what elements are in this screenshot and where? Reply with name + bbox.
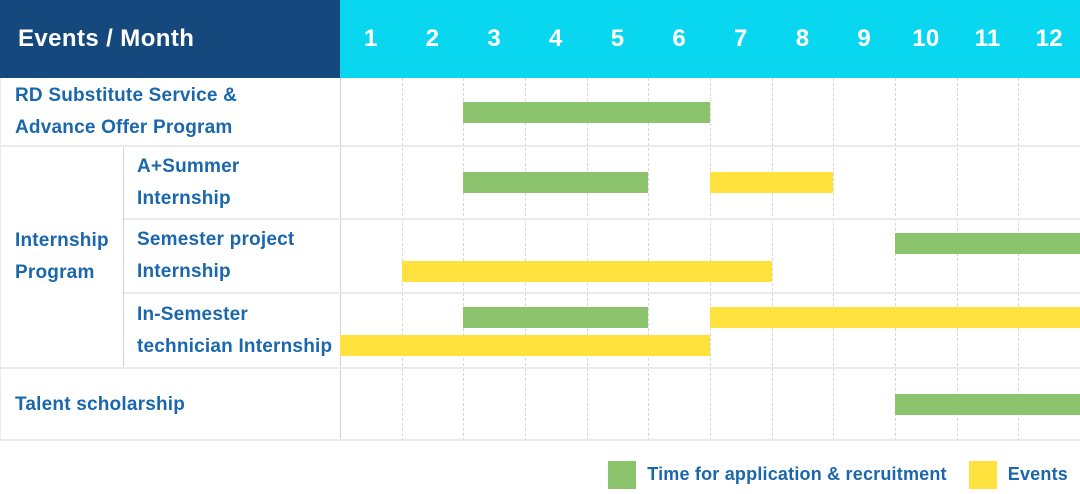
label-chart-divider <box>340 78 341 441</box>
month-label-12: 12 <box>1035 25 1063 52</box>
table-header-events-month: Events / Month <box>0 0 340 78</box>
legend: Time for application & recruitment Events <box>0 455 1068 494</box>
month-gridline-5 <box>648 78 650 441</box>
month-gridline-7 <box>771 78 773 441</box>
legend-item-application: Time for application & recruitment <box>608 460 947 489</box>
row-label-5: Talent scholarship <box>0 368 340 441</box>
gantt-bar-events-m7-m12 <box>710 307 1080 328</box>
row-label-2: A+Summer Internship <box>124 146 340 219</box>
gantt-bar-application-m3-m5 <box>463 172 649 193</box>
month-gridline-11 <box>1018 78 1020 441</box>
legend-item-events: Events <box>968 460 1068 489</box>
legend-label-application: Time for application & recruitment <box>647 464 947 484</box>
row-separator-3 <box>0 439 1080 441</box>
month-label-1: 1 <box>364 25 378 52</box>
month-gridline-6 <box>710 78 711 441</box>
gantt-bar-events-m1-m6 <box>340 335 710 356</box>
month-gridline-10 <box>956 78 958 441</box>
month-gridline-4 <box>586 78 588 441</box>
month-label-3: 3 <box>487 25 501 52</box>
header-title: Events / Month <box>18 25 195 52</box>
legend-swatch-application <box>608 460 637 489</box>
row-label-4: In-Semester technician Internship <box>124 293 340 368</box>
month-header-row: 1 2 3 4 5 6 7 8 9 10 11 12 <box>340 0 1080 78</box>
row-separator-2 <box>0 367 1080 369</box>
gantt-bar-application-m3-m5 <box>463 307 649 328</box>
legend-swatch-events <box>968 460 997 489</box>
month-label-2: 2 <box>425 25 440 52</box>
month-label-4: 4 <box>549 25 563 52</box>
group-cell-internship-program: Internship Program <box>0 146 124 368</box>
row-separator-1 <box>0 145 1080 147</box>
legend-label-events: Events <box>1007 464 1068 484</box>
table-left-border <box>0 78 1 441</box>
month-label-11: 11 <box>974 25 1001 52</box>
month-gridline-2 <box>463 78 465 441</box>
gantt-bar-application-m10-m12 <box>895 394 1080 415</box>
row-separator-4 <box>124 218 1080 220</box>
month-gridline-8 <box>833 78 835 441</box>
month-label-6: 6 <box>672 25 687 52</box>
row-separator-5 <box>124 292 1080 294</box>
month-label-9: 9 <box>857 25 872 52</box>
month-label-5: 5 <box>610 25 625 52</box>
gantt-bar-application-m10-m12 <box>895 233 1080 254</box>
gantt-bar-events-m7-m8 <box>710 172 834 193</box>
gantt-bar-application-m3-m6 <box>463 102 710 123</box>
month-label-8: 8 <box>795 25 810 52</box>
row-label-3: Semester project Internship <box>124 219 340 293</box>
month-gridline-9 <box>895 78 896 441</box>
gantt-bar-events-m2-m7 <box>401 261 772 282</box>
month-label-10: 10 <box>912 25 940 52</box>
month-gridline-3 <box>525 78 526 441</box>
month-label-7: 7 <box>734 25 748 52</box>
row-label-1: RD Substitute Service & Advance Offer Pr… <box>0 78 340 146</box>
month-gridline-1 <box>401 78 403 441</box>
